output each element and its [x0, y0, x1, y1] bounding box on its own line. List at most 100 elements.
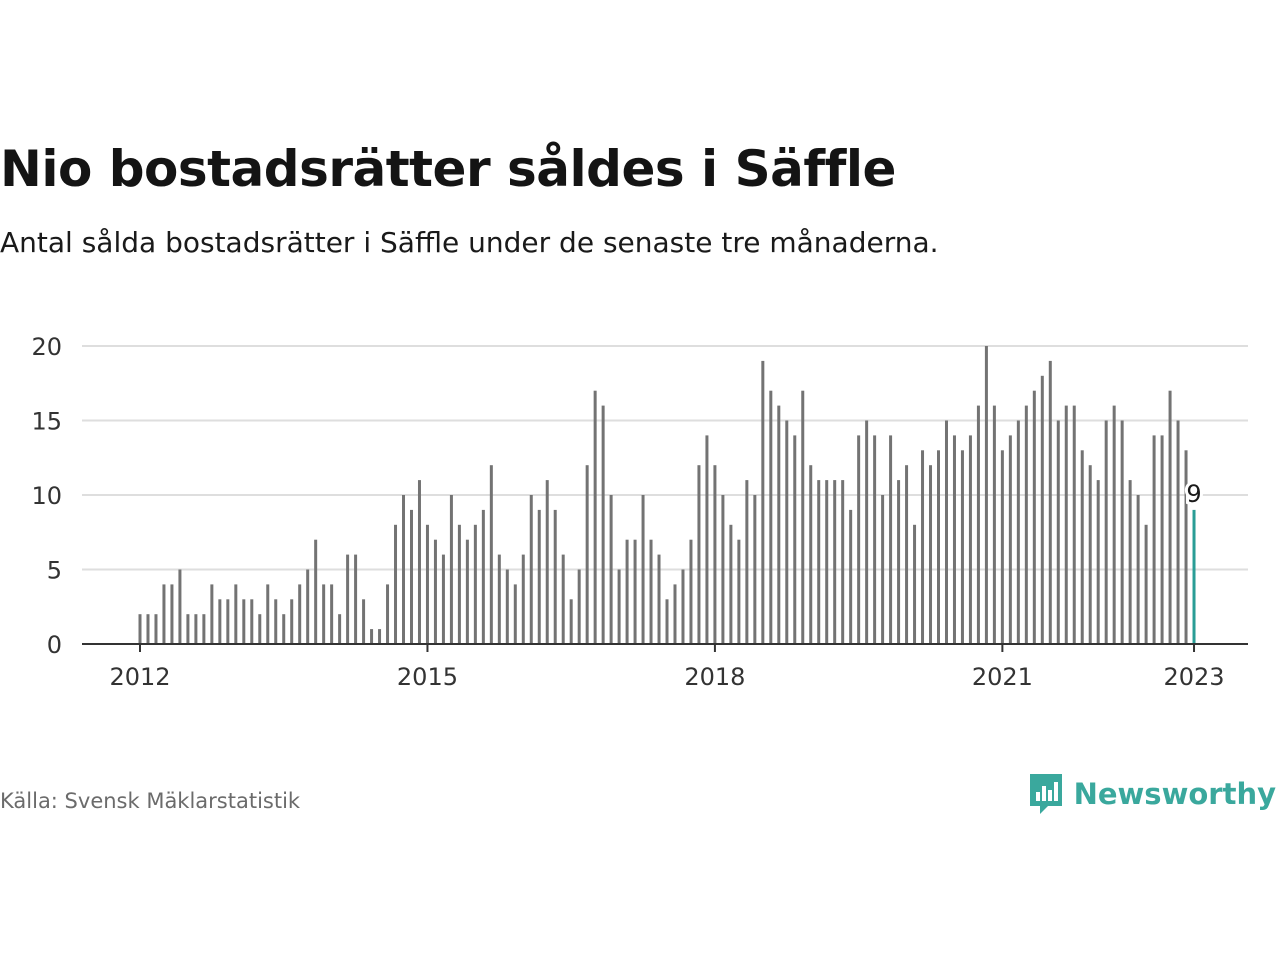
bar — [330, 584, 334, 644]
bar — [673, 584, 677, 644]
bar — [409, 509, 413, 644]
highlight-value-label: 9 — [1186, 480, 1201, 508]
bar — [545, 480, 549, 644]
bar — [1080, 450, 1084, 644]
bar — [394, 524, 398, 644]
bar — [705, 435, 709, 644]
bar — [841, 480, 845, 644]
y-tick-label: 10 — [31, 482, 62, 510]
bar — [881, 495, 885, 644]
bar — [921, 450, 925, 644]
bar — [1088, 465, 1092, 644]
bar — [561, 554, 565, 644]
bar — [761, 360, 765, 644]
bars — [138, 346, 1196, 644]
bar — [817, 480, 821, 644]
bar — [250, 599, 254, 644]
bar — [370, 629, 374, 644]
bar — [170, 584, 174, 644]
bar — [138, 614, 142, 644]
bar — [1152, 435, 1156, 644]
bar — [753, 495, 757, 644]
bar — [785, 420, 789, 644]
bar — [290, 599, 294, 644]
bar — [968, 435, 972, 644]
bar — [960, 450, 964, 644]
bar — [937, 450, 940, 644]
bar — [745, 480, 749, 644]
bar — [809, 465, 813, 644]
y-tick-label: 0 — [47, 631, 62, 659]
bar — [689, 539, 693, 644]
bar — [1128, 480, 1132, 644]
bar — [1056, 420, 1060, 644]
bar — [417, 480, 421, 644]
bar — [585, 465, 589, 644]
brand-logo[interactable]: Newsworthy — [1028, 772, 1276, 816]
bar — [857, 435, 861, 644]
bar — [1064, 405, 1068, 644]
y-tick-label: 20 — [31, 333, 62, 361]
bar — [298, 584, 302, 644]
bar — [1168, 390, 1172, 644]
bar — [729, 524, 733, 644]
bar — [777, 405, 781, 644]
bar — [1008, 435, 1012, 644]
bar — [913, 524, 917, 644]
bar — [282, 614, 286, 644]
bar — [505, 569, 509, 644]
bar — [553, 509, 557, 644]
labels: 0 5 10 15 20 2012 2015 2018 2021 2023 9 — [31, 333, 1224, 691]
bar — [457, 524, 461, 644]
bar — [314, 539, 318, 644]
bar — [641, 495, 645, 644]
bar — [1160, 435, 1164, 644]
newsworthy-logo-icon — [1029, 774, 1062, 814]
bar — [1104, 420, 1108, 644]
bar — [513, 584, 517, 644]
bar — [433, 539, 437, 644]
bar — [889, 435, 893, 644]
bar — [1144, 524, 1148, 644]
bar — [194, 614, 198, 644]
bar — [681, 569, 685, 644]
bar — [162, 584, 166, 644]
bar — [1120, 420, 1124, 644]
bar — [537, 509, 541, 644]
bar — [1112, 405, 1116, 644]
bar — [266, 584, 270, 644]
bar — [154, 614, 158, 644]
bar — [1032, 390, 1036, 644]
bar — [529, 495, 533, 644]
bar — [386, 584, 390, 644]
bar — [897, 480, 901, 644]
bar — [825, 480, 829, 644]
bar — [465, 539, 469, 644]
bar — [489, 465, 493, 644]
bar — [226, 599, 230, 644]
bar — [1096, 480, 1100, 644]
bar — [801, 390, 805, 644]
bar — [378, 629, 382, 644]
bar — [449, 495, 453, 644]
bar — [625, 539, 629, 644]
bar — [697, 465, 701, 644]
bar — [1048, 360, 1052, 644]
x-tick-label: 2012 — [109, 663, 170, 691]
bar — [992, 405, 996, 644]
bar — [593, 390, 597, 644]
bar — [274, 599, 278, 644]
bar — [952, 435, 956, 644]
source-note: Källa: Svensk Mäklarstatistik — [0, 789, 301, 813]
bar-highlight — [1192, 509, 1196, 644]
bar — [186, 614, 190, 644]
bar — [976, 405, 980, 644]
bar — [1016, 420, 1020, 644]
bar — [362, 599, 366, 644]
bar — [521, 554, 525, 644]
bar — [441, 554, 445, 644]
bar — [721, 495, 725, 644]
bar — [1176, 420, 1180, 644]
bar — [202, 614, 206, 644]
x-tick-label: 2021 — [972, 663, 1033, 691]
